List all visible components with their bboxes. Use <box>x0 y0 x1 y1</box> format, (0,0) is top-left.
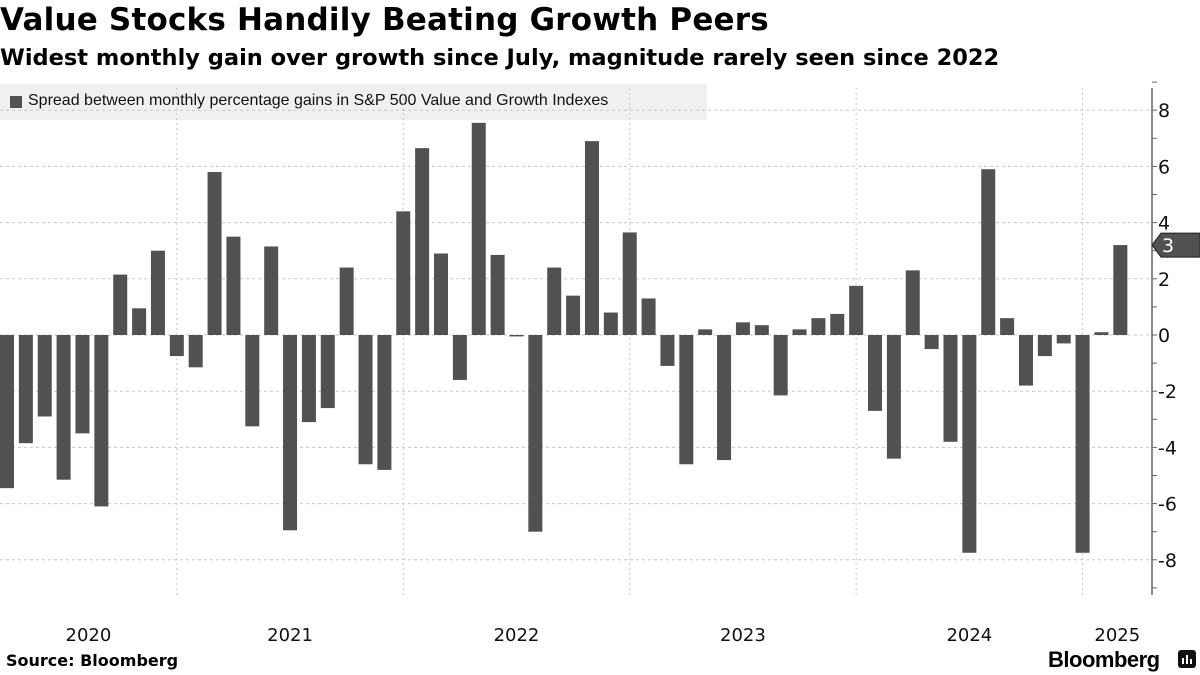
last-value-label: 3 <box>1162 235 1174 257</box>
bar-2023-01 <box>641 298 656 335</box>
bar-2023-02 <box>660 335 675 366</box>
bar-2023-04 <box>698 329 713 335</box>
bar-2021-02 <box>207 172 222 335</box>
bar-2022-06 <box>509 335 524 337</box>
y-tick-label: -8 <box>1158 550 1177 572</box>
bar-2020-07 <box>75 335 90 434</box>
bar-2021-09 <box>339 267 354 335</box>
x-tick-label: 2025 <box>1094 625 1140 646</box>
y-tick-label: 8 <box>1158 100 1170 122</box>
legend-swatch <box>10 96 22 108</box>
bar-2021-08 <box>320 335 335 409</box>
x-tick-label: 2020 <box>66 625 112 646</box>
bar-2024-11 <box>1056 335 1071 344</box>
bar-2020-12 <box>169 335 184 357</box>
bar-2021-04 <box>245 335 260 427</box>
bar-2023-08 <box>773 335 788 396</box>
bloomberg-logo: Bloomberg <box>1048 647 1160 672</box>
bar-2021-05 <box>264 246 279 335</box>
bar-2021-01 <box>188 335 203 368</box>
legend-label: Spread between monthly percentage gains … <box>28 92 609 109</box>
bar-2023-06 <box>735 322 750 335</box>
bar-2020-04 <box>18 335 33 444</box>
bar-2023-10 <box>811 318 826 335</box>
bar-2024-03 <box>905 270 920 335</box>
y-tick-label: 0 <box>1158 325 1170 347</box>
bar-2022-12 <box>622 232 637 335</box>
bar-2022-03 <box>452 335 467 380</box>
bar-2025-01 <box>1094 332 1109 335</box>
bar-2024-07 <box>981 169 996 335</box>
y-tick-label: -2 <box>1158 381 1177 403</box>
bar-2021-06 <box>283 335 298 531</box>
bar-2024-01 <box>868 335 883 411</box>
legend: Spread between monthly percentage gains … <box>0 84 707 120</box>
chart-title: Value Stocks Handily Beating Growth Peer… <box>0 2 769 38</box>
bar-2024-08 <box>1000 318 1015 335</box>
bar-2024-12 <box>1075 335 1090 553</box>
bar-2020-06 <box>56 335 71 480</box>
bar-2021-11 <box>377 335 392 470</box>
bar-2023-03 <box>679 335 694 465</box>
bar-2020-05 <box>37 335 52 417</box>
bar-2020-10 <box>132 308 147 335</box>
bloomberg-chart-icon <box>1178 650 1196 668</box>
y-tick-label: 6 <box>1158 156 1170 178</box>
y-tick-label: -4 <box>1158 437 1177 459</box>
x-tick-label: 2022 <box>494 625 540 646</box>
bar-2020-03 <box>0 335 14 489</box>
bar-2023-12 <box>849 285 864 335</box>
bar-2024-02 <box>886 335 901 459</box>
y-tick-label: 2 <box>1158 269 1170 291</box>
bar-2022-10 <box>584 141 599 335</box>
bar-2025-02 <box>1113 245 1128 335</box>
bar-2022-11 <box>603 312 618 335</box>
y-tick-label: -6 <box>1158 494 1177 516</box>
bar-2024-10 <box>1037 335 1052 357</box>
bar-2024-05 <box>943 335 958 442</box>
x-tick-label: 2021 <box>267 625 313 646</box>
bar-2022-04 <box>471 122 486 335</box>
bar-2024-06 <box>962 335 977 553</box>
bar-2021-03 <box>226 236 241 335</box>
last-value-marker <box>1151 232 1200 258</box>
bar-2021-10 <box>358 335 373 465</box>
chart-subtitle: Widest monthly gain over growth since Ju… <box>0 45 1000 71</box>
bar-2022-08 <box>547 267 562 335</box>
y-tick-label: 4 <box>1158 213 1170 235</box>
bar-2024-04 <box>924 335 939 350</box>
bar-2022-02 <box>434 253 449 335</box>
bar-2021-12 <box>396 211 411 335</box>
x-tick-label: 2023 <box>720 625 766 646</box>
x-tick-label: 2024 <box>946 625 992 646</box>
bar-2023-09 <box>792 329 807 335</box>
bar-2023-07 <box>754 325 769 335</box>
source-note: Source: Bloomberg <box>6 651 179 670</box>
bar-2022-09 <box>566 295 581 335</box>
bar-2020-11 <box>150 250 165 335</box>
bar-2022-01 <box>415 148 430 335</box>
bar-2022-07 <box>528 335 543 532</box>
bar-2024-09 <box>1018 335 1033 386</box>
bar-2021-07 <box>301 335 316 423</box>
bar-2020-08 <box>94 335 109 507</box>
bar-2023-11 <box>830 313 845 335</box>
bar-2022-05 <box>490 254 505 335</box>
bar-2020-09 <box>113 274 128 335</box>
bar-2023-05 <box>717 335 732 461</box>
